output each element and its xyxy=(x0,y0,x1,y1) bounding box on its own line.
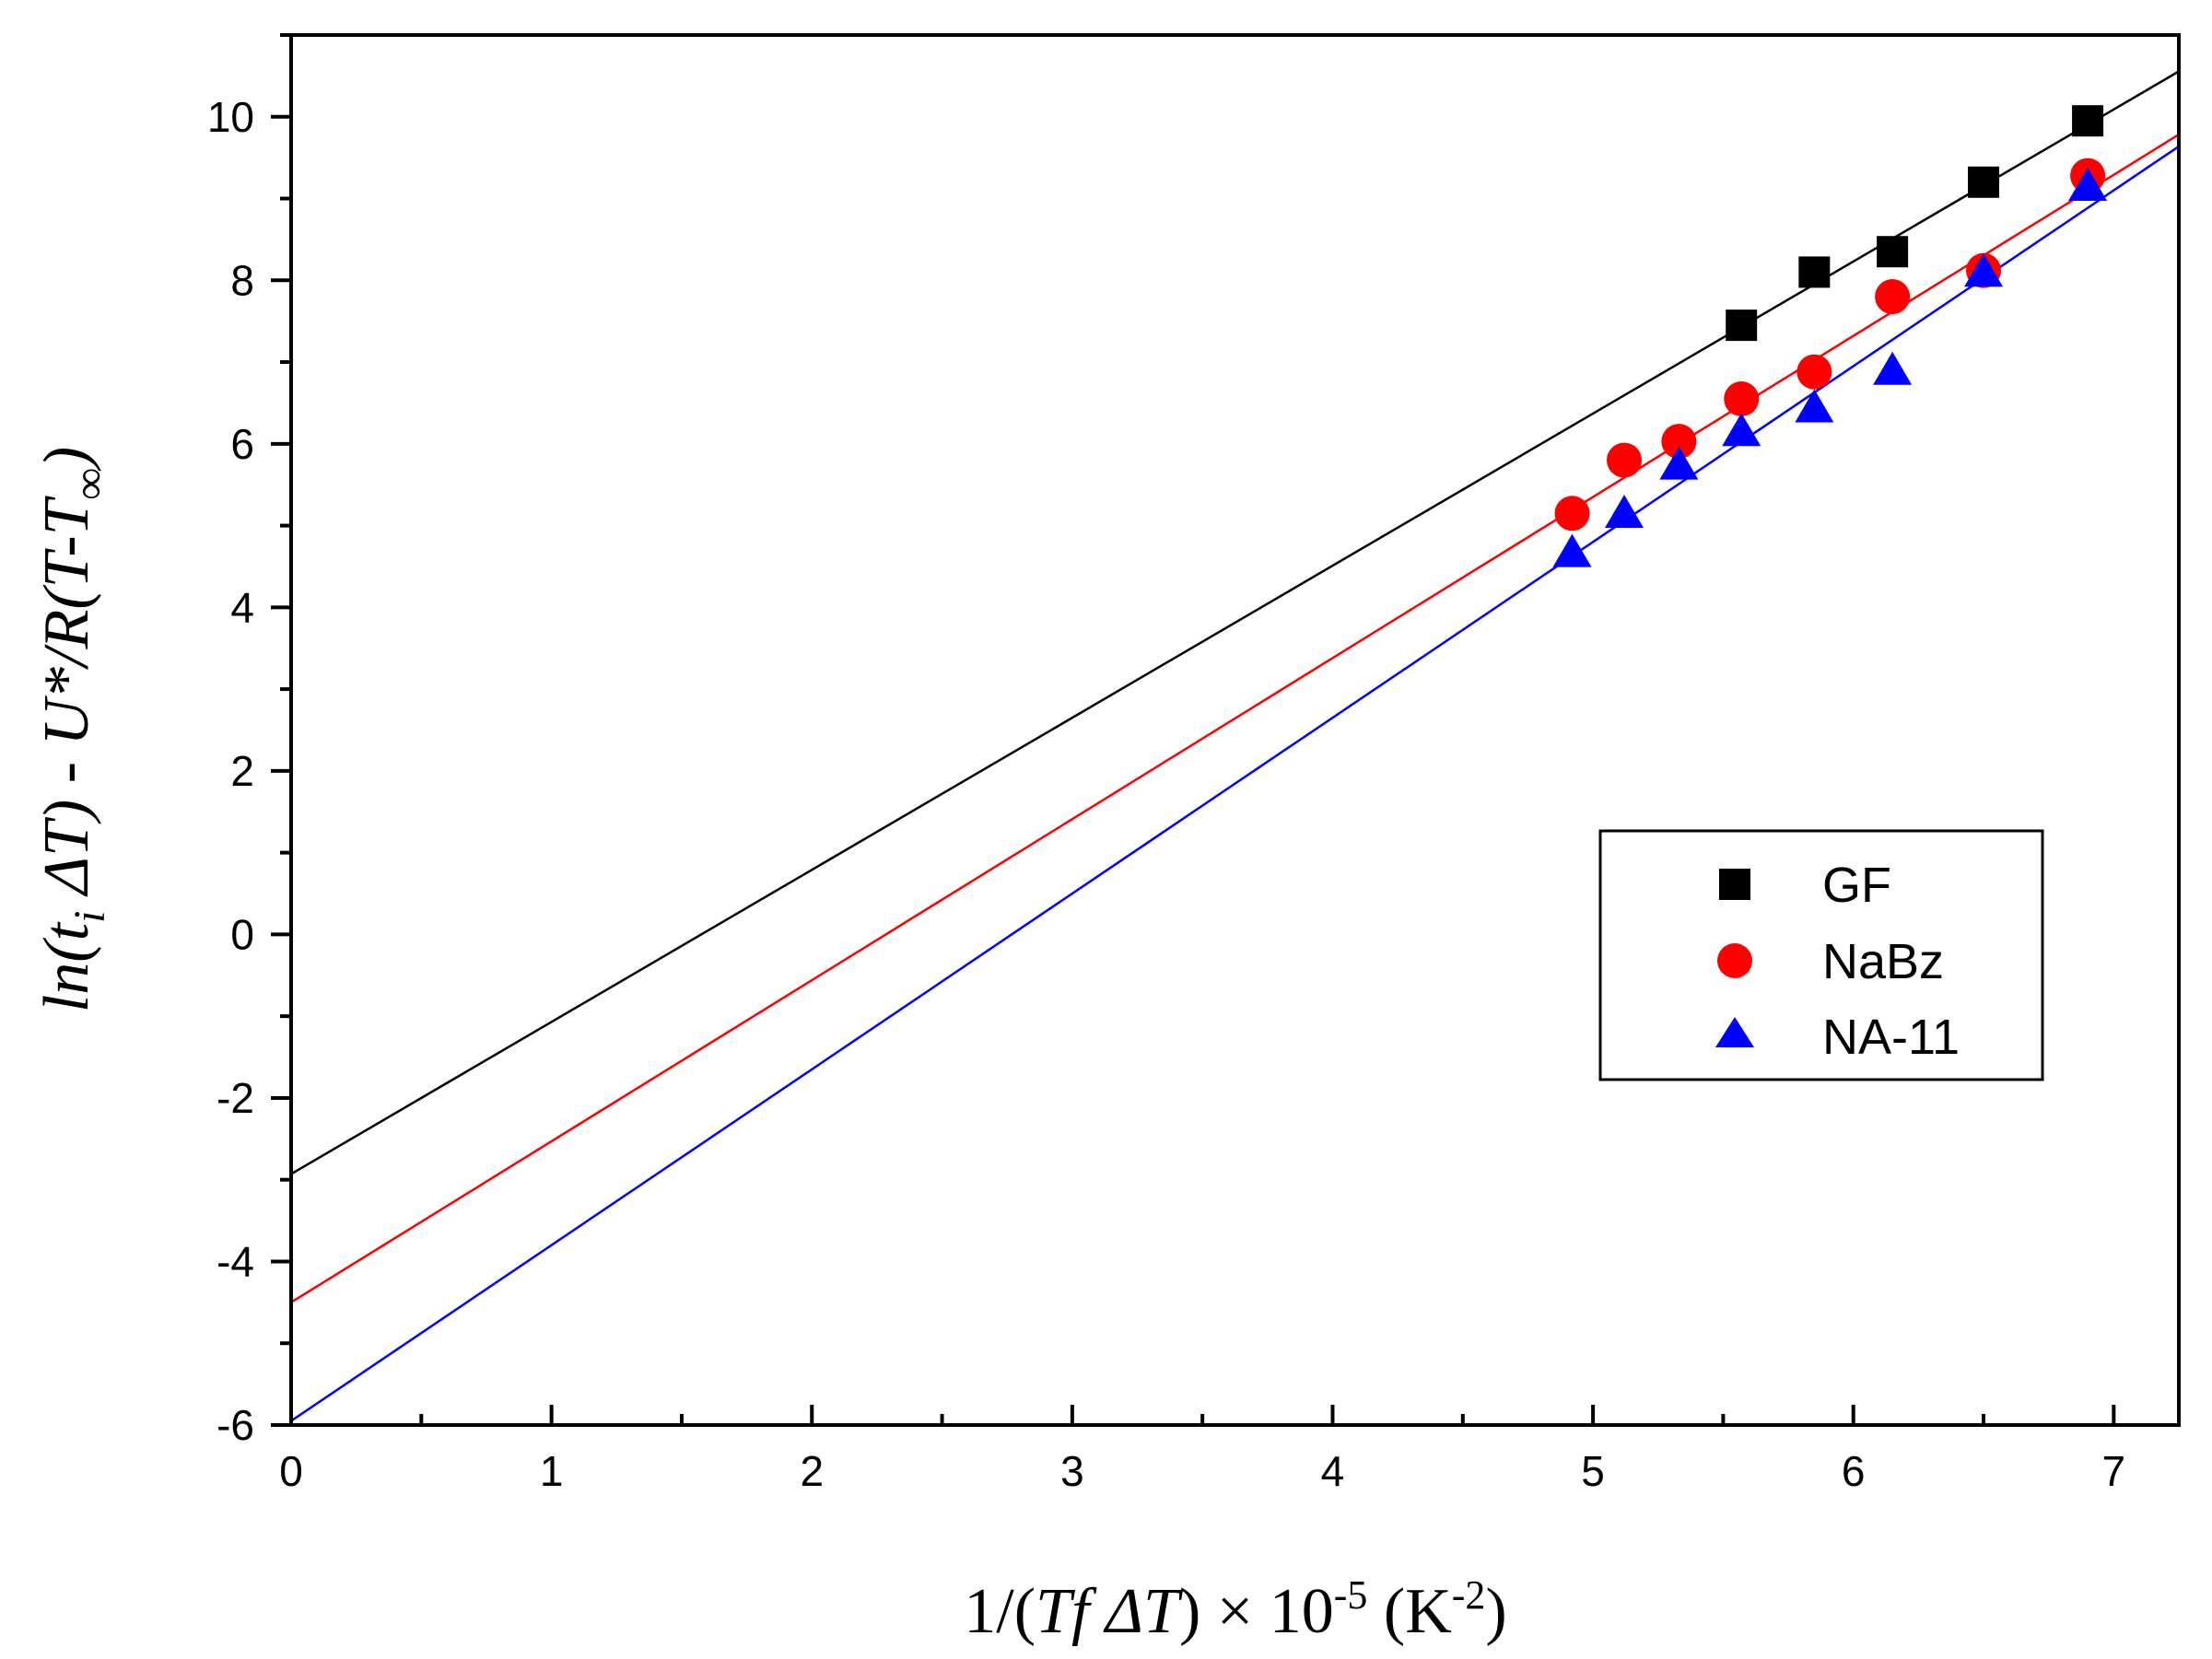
legend-marker-nabz xyxy=(1717,943,1752,978)
fit-line-na-11 xyxy=(290,145,2180,1422)
fit-lines xyxy=(290,70,2180,1422)
x-tick-label: 0 xyxy=(279,1447,303,1495)
tick-labels: 0 1 2 3 4 5 6 7 -6 -4 -2 0 2 4 6 8 10 xyxy=(207,93,2125,1495)
x-tick-label: 7 xyxy=(2102,1447,2126,1495)
fit-line-gf xyxy=(290,70,2180,1175)
data-point-nabz xyxy=(1797,354,1832,390)
data-point-nabz xyxy=(1724,381,1760,417)
data-point-gf xyxy=(1877,236,1909,268)
y-tick-label: 0 xyxy=(230,910,254,958)
data-point-na-11 xyxy=(1552,533,1592,567)
y-tick-label: 2 xyxy=(230,747,254,795)
axis-ticks xyxy=(271,33,2116,1427)
legend-box xyxy=(1598,829,2044,1081)
x-tick-label: 6 xyxy=(1842,1447,1866,1495)
data-point-na-11 xyxy=(1659,446,1699,480)
legend-label-nabz: NaBz xyxy=(1822,934,1944,989)
data-point-na-11 xyxy=(1605,495,1644,529)
y-tick-label: 10 xyxy=(207,93,254,141)
x-axis-title: 1/(Tf ΔT) × 10-5 (K-2) xyxy=(964,1572,1506,1647)
data-point-nabz xyxy=(1607,442,1643,478)
x-tick-label: 2 xyxy=(800,1447,824,1495)
fit-line-nabz xyxy=(290,134,2180,1303)
data-point-na-11 xyxy=(1873,351,1913,385)
data-point-gf xyxy=(2072,105,2104,137)
data-point-na-11 xyxy=(1795,389,1834,423)
data-point-nabz xyxy=(1875,279,1911,315)
data-point-nabz xyxy=(1661,424,1697,460)
legend-label-gf: GF xyxy=(1822,858,1891,913)
data-point-na-11 xyxy=(1722,413,1761,447)
data-point-na-11 xyxy=(2068,167,2108,201)
legend-marker-na11 xyxy=(1715,1017,1754,1047)
data-markers xyxy=(1552,105,2108,567)
data-point-na-11 xyxy=(1964,253,2004,287)
y-tick-label: 8 xyxy=(230,256,254,304)
data-point-gf xyxy=(1968,166,2000,198)
legend-label-na11: NA-11 xyxy=(1822,1010,1960,1065)
y-tick-label: -2 xyxy=(217,1074,254,1122)
x-tick-label: 4 xyxy=(1321,1447,1345,1495)
data-point-nabz xyxy=(1554,496,1590,532)
y-tick-label: -4 xyxy=(217,1237,254,1285)
y-tick-label: -6 xyxy=(217,1401,254,1449)
legend: GF NaBz NA-11 xyxy=(1598,829,2044,1081)
x-tick-label: 1 xyxy=(540,1447,564,1495)
data-point-gf xyxy=(1726,310,1758,342)
legend-marker-gf xyxy=(1719,869,1750,900)
plot-area-frame xyxy=(289,33,2181,1427)
x-tick-label: 3 xyxy=(1060,1447,1084,1495)
data-point-gf xyxy=(1798,256,1831,288)
x-tick-label: 5 xyxy=(1581,1447,1605,1495)
y-axis-title: ln(ti ΔT) - U*/R(T-T∞) xyxy=(31,447,114,1012)
y-tick-label: 4 xyxy=(230,583,254,631)
y-tick-label: 6 xyxy=(230,420,254,468)
